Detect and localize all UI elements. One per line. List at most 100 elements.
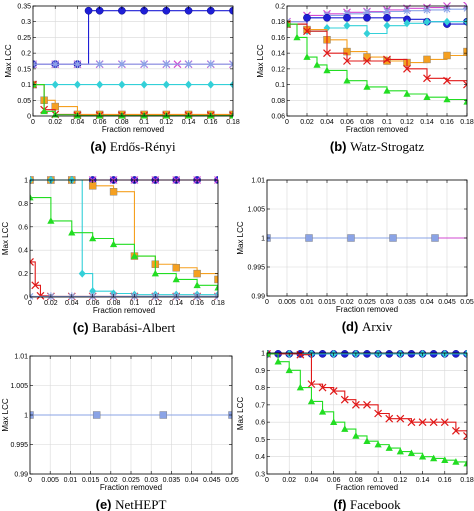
y-tick-label: 0.2: [275, 4, 285, 11]
x-tick-label: 0.015: [82, 477, 100, 484]
marker-green: [443, 95, 451, 103]
x-tick-label: 0.01: [300, 299, 314, 306]
marker-lightblue: [363, 8, 371, 17]
marker-green: [323, 66, 331, 74]
series-line-red: [267, 353, 467, 436]
x-tick-label: 0.045: [438, 299, 456, 306]
x-tick-label: 0.08: [349, 477, 363, 484]
marker-red: [440, 418, 449, 427]
marker-cyan: [443, 17, 451, 26]
marker-green: [363, 83, 371, 90]
y-axis-label: Max LCC: [256, 44, 265, 78]
x-tick-label: 0.02: [300, 119, 314, 126]
marker-green: [68, 228, 76, 236]
marker-red: [403, 64, 411, 73]
marker-orange: [423, 55, 431, 64]
series-group: [267, 349, 467, 467]
y-tick-label: 0.3: [255, 472, 265, 479]
x-tick-label: 0.005: [278, 299, 296, 306]
x-tick-label: 0.1: [130, 300, 140, 307]
panel-letter: (c): [73, 320, 93, 335]
marker-cyan: [207, 80, 215, 89]
marker-red: [463, 432, 467, 440]
x-tick-label: 0.04: [420, 299, 434, 306]
x-tick-label: 0.03: [380, 299, 394, 306]
x-axis-label: Fraction removed: [93, 306, 155, 315]
y-tick-label: 0.25: [17, 35, 31, 42]
marker-lightblue: [343, 9, 351, 18]
x-tick-label: 0.02: [48, 119, 62, 126]
series-line-orange: [30, 179, 218, 280]
x-tick-label: 0: [265, 299, 269, 306]
y-tick-label: 0.06: [271, 114, 285, 121]
marker-green: [418, 452, 427, 460]
marker-green: [214, 283, 218, 291]
panel-letter: (b): [330, 139, 350, 154]
y-tick-label: 0.9: [255, 368, 265, 375]
series-line-cyan: [287, 21, 467, 35]
marker-red: [36, 291, 45, 300]
x-tick-label: 0.01: [64, 477, 78, 484]
panel-6: 0 0.02 0.04 0.06 0.08 0.1 0.12 0.14 0.16 0.18 0.3 0…: [236, 349, 474, 511]
marker-green: [30, 193, 34, 201]
x-tick-label: 0.18: [460, 119, 474, 126]
marker-red: [343, 57, 351, 65]
series-group: [33, 6, 233, 120]
x-tick-label: 0.16: [438, 477, 452, 484]
y-tick-label: 0.8: [255, 385, 265, 392]
x-tick-label: 0.18: [460, 477, 474, 484]
marker-red: [307, 380, 316, 389]
marker-green: [229, 111, 233, 119]
marker-red: [329, 387, 338, 395]
marker-green: [307, 397, 316, 405]
x-tick-label: 0: [265, 477, 269, 484]
marker-red: [385, 414, 394, 423]
x-tick-label: 0.06: [340, 119, 354, 126]
x-tick-label: 0.12: [149, 300, 163, 307]
marker-cyan: [51, 80, 59, 89]
marker-red: [363, 57, 371, 65]
y-tick-label: 0.6: [255, 420, 265, 427]
marker-green: [430, 454, 438, 462]
y-axis-label: Max LCC: [236, 221, 245, 255]
y-tick-label: 0.99: [14, 472, 28, 479]
y-tick-label: 1.005: [10, 383, 28, 390]
x-tick-label: 0.04: [320, 119, 334, 126]
marker-green: [274, 357, 282, 365]
panel-caption: (a) Erdős-Rényi: [90, 139, 176, 154]
y-tick-label: 1: [261, 236, 265, 243]
marker-lightblue: [92, 411, 101, 419]
marker-cyan: [89, 287, 97, 296]
series-line-orange: [287, 23, 467, 64]
x-tick-label: 0.08: [360, 119, 374, 126]
marker-blue: [343, 13, 351, 22]
y-tick-label: 0.1: [21, 82, 31, 89]
y-axis-label: Max LCC: [4, 44, 13, 78]
y-tick-label: 0.6: [18, 224, 28, 231]
marker-lightblue: [73, 60, 82, 69]
marker-green: [293, 33, 301, 41]
marker-green: [313, 61, 321, 68]
panel-letter: (f): [333, 497, 350, 511]
x-tick-label: 0.05: [460, 299, 474, 306]
y-axis-label: Max LCC: [1, 222, 10, 256]
y-tick-label: 0.14: [271, 51, 285, 58]
x-tick-label: 0.03: [144, 477, 158, 484]
series-line-red: [33, 84, 233, 116]
series-group: [30, 176, 218, 301]
marker-red: [340, 395, 349, 404]
marker-lightblue: [159, 411, 168, 419]
x-axis-label: Fraction removed: [336, 305, 398, 314]
x-tick-label: 0.02: [44, 300, 58, 307]
panel-title: Facebook: [350, 497, 401, 511]
marker-lightblue: [184, 60, 193, 69]
x-tick-label: 0.025: [122, 477, 140, 484]
x-tick-label: 0.14: [416, 477, 430, 484]
marker-red: [296, 350, 305, 359]
marker-lightblue: [347, 234, 355, 242]
marker-red: [30, 257, 34, 266]
marker-cyan: [423, 17, 431, 26]
y-tick-label: 0.2: [18, 271, 28, 278]
marker-orange: [463, 47, 467, 56]
x-tick-label: 0: [28, 477, 32, 484]
